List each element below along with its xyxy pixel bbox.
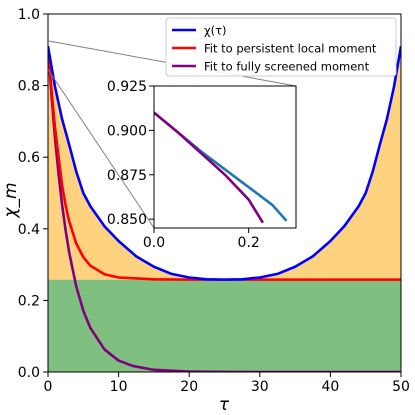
inset-plot-lines bbox=[154, 111, 288, 224]
y-tick-label: 0.0 bbox=[18, 365, 40, 381]
inset-axes: 0.0 0.2 0.850 0.875 0.900 0.925 bbox=[107, 79, 260, 251]
inset-connector bbox=[47, 69, 155, 229]
x-tick-label: 10 bbox=[110, 379, 128, 395]
x-axis-label: τ bbox=[219, 395, 230, 415]
legend-box bbox=[165, 17, 397, 77]
y-tick-label: 0.2 bbox=[18, 293, 40, 309]
legend-label: χ(τ) bbox=[204, 24, 227, 38]
legend: χ(τ) Fit to persistent local moment Fit to… bbox=[165, 17, 397, 77]
inset-series-line-1 bbox=[154, 111, 264, 224]
y-tick-label: 1.0 bbox=[18, 7, 40, 23]
y-tick-label: 0.4 bbox=[18, 222, 40, 238]
inset-y-tick-label: 0.875 bbox=[107, 168, 147, 184]
inset-frame bbox=[153, 85, 297, 229]
x-tick-label: 0 bbox=[44, 379, 53, 395]
inset-chart: 0.0 0.2 0.850 0.875 0.900 0.925 bbox=[107, 79, 297, 251]
x-tick-label: 50 bbox=[392, 379, 410, 395]
inset-x-tick-label: 0.2 bbox=[238, 235, 260, 251]
main-axes: 0 10 20 30 40 50 0.0 0.2 0.4 0.6 0.8 1.0 bbox=[18, 7, 410, 395]
inset-x-tick-label: 0.0 bbox=[143, 235, 165, 251]
x-tick-label: 20 bbox=[180, 379, 198, 395]
y-axis-label: χ_m bbox=[1, 182, 21, 218]
y-tick-label: 0.6 bbox=[18, 150, 40, 166]
series-line-0 bbox=[48, 45, 401, 281]
inset-y-tick-label: 0.900 bbox=[107, 123, 147, 139]
main-plot-frame bbox=[47, 13, 402, 373]
legend-label: Fit to persistent local moment bbox=[204, 42, 377, 56]
legend-label: Fit to fully screened moment bbox=[204, 60, 370, 74]
inset-y-tick-label: 0.925 bbox=[107, 79, 147, 95]
y-tick-label: 0.8 bbox=[18, 79, 40, 95]
x-tick-label: 30 bbox=[251, 379, 269, 395]
inset-y-tick-label: 0.850 bbox=[107, 212, 147, 228]
x-tick-label: 40 bbox=[321, 379, 339, 395]
green-region bbox=[48, 279, 401, 372]
